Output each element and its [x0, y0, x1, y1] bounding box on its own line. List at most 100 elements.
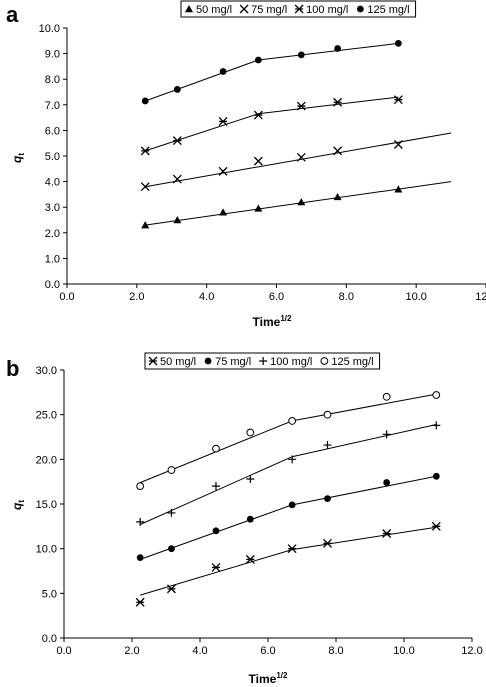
- data-point-75-mg-l: [393, 140, 403, 149]
- fit-line-50-mg-l: [145, 181, 452, 226]
- x-tick-label: 4.0: [199, 291, 214, 303]
- x-tick-label: 12.0: [461, 645, 482, 657]
- y-tick-label: 7.0: [45, 100, 60, 112]
- legend-marker-125-mg-l: [320, 357, 329, 365]
- data-points-b: [135, 391, 441, 607]
- fit-lines-a: [145, 42, 452, 226]
- data-point-125-mg-l: [334, 45, 342, 52]
- legend-item: 100 mg/l: [259, 356, 312, 368]
- data-point-100-mg-l: [393, 95, 403, 105]
- y-tick-label: 20.0: [36, 454, 57, 466]
- legend-marker-100-mg-l: [294, 4, 304, 14]
- data-point-125-mg-l: [212, 444, 220, 453]
- data-point-125-mg-l: [382, 392, 391, 401]
- legend-marker-50-mg-l: [185, 5, 193, 13]
- x-tick-label: 4.0: [192, 645, 207, 657]
- x-axis-title-a: Time1/2: [253, 314, 292, 329]
- legend-marker-100-mg-l: [259, 357, 268, 365]
- legend-label: 75 mg/l: [251, 4, 287, 16]
- y-tick-label: 30.0: [36, 365, 57, 377]
- data-point-50-mg-l: [245, 554, 255, 564]
- legend-item: 75 mg/l: [204, 356, 251, 368]
- x-tick-label: 6.0: [260, 645, 275, 657]
- x-tick-label: 10.0: [405, 291, 426, 303]
- data-point-50-mg-l: [219, 208, 228, 216]
- data-point-50-mg-l: [382, 529, 392, 538]
- legend-item: 50 mg/l: [185, 4, 232, 16]
- data-point-50-mg-l: [173, 216, 182, 224]
- data-point-75-mg-l: [432, 472, 440, 480]
- data-point-50-mg-l: [323, 538, 332, 548]
- data-point-125-mg-l: [167, 466, 176, 474]
- data-point-100-mg-l: [172, 136, 182, 146]
- data-point-50-mg-l: [287, 544, 297, 554]
- y-tick-label: 25.0: [36, 410, 57, 422]
- axes-b: 0.0 2.0 4.0 6.0 8.0 10.0 12.0 0.0 5.0 10.0 15.0 20.…: [36, 365, 483, 657]
- axes-a: 0.0 2.0 4.0 6.0 8.0 10.0 12.0 0.0 1.0 2.0 3.0 4.0 5.…: [39, 23, 486, 303]
- legend-item: 125 mg/l: [320, 356, 374, 368]
- data-point-125-mg-l: [219, 68, 227, 75]
- data-point-125-mg-l: [136, 482, 145, 491]
- y-axis-title-b: qt: [10, 500, 26, 510]
- data-point-75-mg-l: [324, 495, 331, 503]
- data-point-50-mg-l: [394, 185, 403, 193]
- y-tick-label: 10.0: [36, 544, 57, 556]
- legend-label: 100 mg/l: [306, 4, 348, 16]
- y-tick-label: 0.0: [42, 633, 57, 645]
- data-point-100-mg-l: [296, 101, 306, 111]
- legend-label: 125 mg/l: [367, 4, 409, 16]
- data-point-75-mg-l: [333, 146, 343, 156]
- legend-label: 125 mg/l: [331, 356, 373, 368]
- data-point-75-mg-l: [246, 515, 254, 523]
- data-point-125-mg-l: [173, 86, 181, 93]
- x-tick-label: 6.0: [269, 291, 284, 303]
- chart-panel-a: a 50 mg/l 75 mg/l 100 mg/l 125 mg/l 0.0 2.0 4…: [6, 0, 486, 329]
- x-tick-label: 2.0: [129, 291, 144, 303]
- y-tick-label: 0.0: [45, 279, 60, 291]
- x-tick-label: 10.0: [393, 645, 414, 657]
- data-point-75-mg-l: [136, 554, 144, 561]
- data-point-100-mg-l: [218, 116, 228, 126]
- x-tick-label: 12.0: [475, 291, 486, 303]
- y-tick-label: 15.0: [36, 499, 57, 511]
- y-tick-label: 9.0: [45, 49, 60, 61]
- legend-a: 50 mg/l 75 mg/l 100 mg/l 125 mg/l: [180, 0, 417, 18]
- legend-label: 50 mg/l: [196, 4, 232, 16]
- data-point-75-mg-l: [168, 545, 175, 553]
- y-tick-label: 8.0: [45, 74, 60, 86]
- data-point-75-mg-l: [218, 166, 228, 176]
- data-point-125-mg-l: [288, 417, 297, 425]
- fit-line-125-mg-l: [145, 42, 399, 102]
- x-tick-label: 2.0: [124, 645, 139, 657]
- data-point-125-mg-l: [323, 410, 332, 419]
- data-point-75-mg-l: [383, 479, 391, 486]
- y-tick-label: 10.0: [39, 23, 60, 35]
- data-point-100-mg-l: [253, 110, 263, 120]
- x-tick-label: 8.0: [328, 645, 343, 657]
- panel-label-a: a: [6, 2, 19, 27]
- data-point-100-mg-l: [288, 455, 297, 464]
- data-point-125-mg-l: [254, 56, 262, 64]
- data-point-100-mg-l: [246, 474, 255, 483]
- data-point-75-mg-l: [296, 152, 306, 162]
- data-point-100-mg-l: [136, 517, 145, 526]
- data-point-50-mg-l: [166, 584, 176, 594]
- legend-b: 50 mg/l 75 mg/l 100 mg/l 125 mg/l: [144, 352, 381, 370]
- data-points-a: [140, 39, 403, 229]
- y-tick-label: 1.0: [45, 253, 60, 265]
- fit-line-75-mg-l: [140, 475, 437, 560]
- y-axis-title-a: qt: [10, 153, 26, 163]
- data-point-100-mg-l: [333, 97, 343, 107]
- data-point-100-mg-l: [140, 146, 150, 156]
- data-point-125-mg-l: [297, 51, 305, 59]
- legend-label: 75 mg/l: [215, 356, 251, 368]
- x-axis-title-b: Time1/2: [249, 671, 288, 686]
- x-tick-label: 8.0: [339, 291, 354, 303]
- data-point-75-mg-l: [253, 156, 263, 166]
- data-point-50-mg-l: [297, 198, 306, 206]
- data-point-100-mg-l: [211, 482, 220, 491]
- legend-marker-50-mg-l: [148, 356, 158, 366]
- legend-item: 50 mg/l: [148, 356, 196, 368]
- legend-marker-75-mg-l: [204, 357, 212, 365]
- y-tick-label: 6.0: [45, 125, 60, 137]
